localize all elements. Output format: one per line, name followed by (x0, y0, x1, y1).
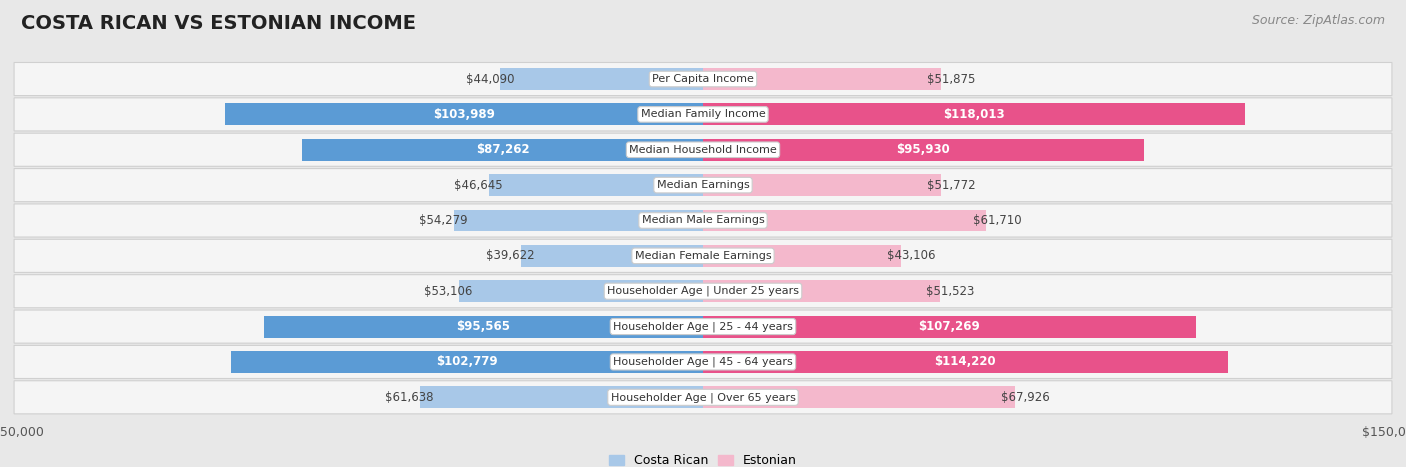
Text: $114,220: $114,220 (935, 355, 995, 368)
FancyBboxPatch shape (14, 310, 1392, 343)
Bar (231, 351, 703, 373)
Bar (460, 280, 703, 302)
Bar (703, 316, 1195, 338)
FancyBboxPatch shape (14, 275, 1392, 308)
Text: $118,013: $118,013 (943, 108, 1005, 121)
Text: $61,638: $61,638 (385, 391, 433, 404)
Text: Median Male Earnings: Median Male Earnings (641, 215, 765, 226)
Text: $61,710: $61,710 (973, 214, 1021, 227)
Text: Householder Age | 25 - 44 years: Householder Age | 25 - 44 years (613, 321, 793, 332)
Bar (703, 210, 987, 232)
Text: $87,262: $87,262 (475, 143, 530, 156)
Text: Householder Age | Under 25 years: Householder Age | Under 25 years (607, 286, 799, 297)
Text: Per Capita Income: Per Capita Income (652, 74, 754, 84)
Bar (703, 103, 1246, 125)
FancyBboxPatch shape (14, 169, 1392, 202)
Bar (264, 316, 703, 338)
Bar (703, 386, 1015, 408)
Bar (703, 174, 941, 196)
Text: $46,645: $46,645 (454, 178, 502, 191)
Bar (501, 68, 703, 90)
Bar (703, 68, 941, 90)
Bar (454, 210, 703, 232)
Text: $54,279: $54,279 (419, 214, 467, 227)
Text: Median Female Earnings: Median Female Earnings (634, 251, 772, 261)
Text: Median Household Income: Median Household Income (628, 145, 778, 155)
FancyBboxPatch shape (14, 98, 1392, 131)
Bar (302, 139, 703, 161)
FancyBboxPatch shape (14, 204, 1392, 237)
Text: $107,269: $107,269 (918, 320, 980, 333)
Text: $44,090: $44,090 (465, 72, 515, 85)
Text: $103,989: $103,989 (433, 108, 495, 121)
FancyBboxPatch shape (14, 239, 1392, 272)
FancyBboxPatch shape (14, 63, 1392, 96)
Text: Median Earnings: Median Earnings (657, 180, 749, 190)
Legend: Costa Rican, Estonian: Costa Rican, Estonian (603, 449, 803, 467)
Text: Householder Age | Over 65 years: Householder Age | Over 65 years (610, 392, 796, 403)
Bar (522, 245, 703, 267)
Text: Median Family Income: Median Family Income (641, 109, 765, 120)
Text: $51,875: $51,875 (928, 72, 976, 85)
Text: $43,106: $43,106 (887, 249, 936, 262)
Text: $102,779: $102,779 (436, 355, 498, 368)
FancyBboxPatch shape (14, 346, 1392, 378)
Text: Householder Age | 45 - 64 years: Householder Age | 45 - 64 years (613, 357, 793, 367)
Bar (703, 280, 939, 302)
FancyBboxPatch shape (14, 133, 1392, 166)
Text: Source: ZipAtlas.com: Source: ZipAtlas.com (1251, 14, 1385, 27)
Text: $51,523: $51,523 (927, 285, 974, 298)
Bar (703, 351, 1227, 373)
Bar (420, 386, 703, 408)
Text: $67,926: $67,926 (1001, 391, 1050, 404)
Bar (703, 245, 901, 267)
Text: $95,565: $95,565 (457, 320, 510, 333)
Text: $39,622: $39,622 (486, 249, 534, 262)
Bar (703, 139, 1143, 161)
Bar (225, 103, 703, 125)
Text: $95,930: $95,930 (897, 143, 950, 156)
Text: COSTA RICAN VS ESTONIAN INCOME: COSTA RICAN VS ESTONIAN INCOME (21, 14, 416, 33)
Bar (489, 174, 703, 196)
Text: $51,772: $51,772 (927, 178, 976, 191)
Text: $53,106: $53,106 (425, 285, 472, 298)
FancyBboxPatch shape (14, 381, 1392, 414)
